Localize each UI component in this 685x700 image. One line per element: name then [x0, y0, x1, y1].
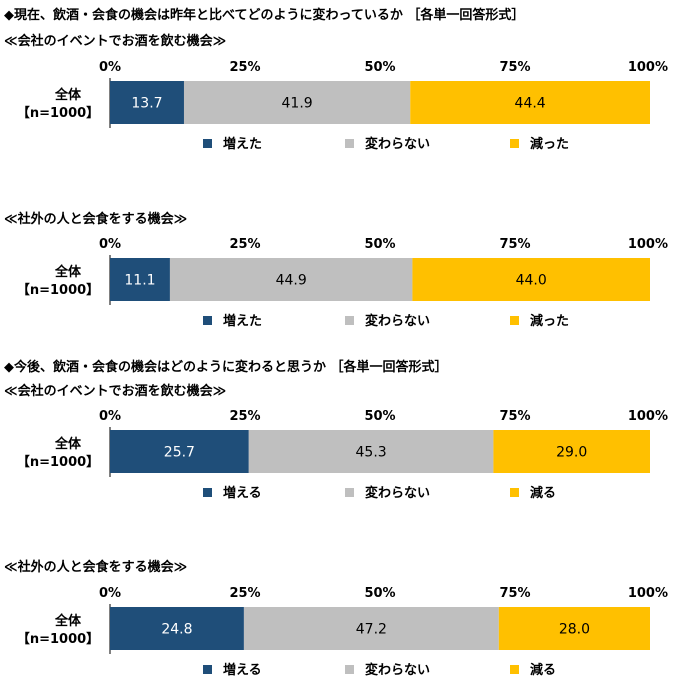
legend-label-4-3: 減る	[530, 662, 556, 678]
legend-label-1-3: 減った	[530, 136, 569, 152]
data-label-1-1: 13.7	[131, 96, 162, 112]
tick-label-3-3: 75%	[499, 409, 530, 424]
tick-label-4-4: 100%	[628, 586, 668, 601]
bar-segment-2-1	[110, 258, 170, 301]
legend-swatch-4-1	[203, 665, 212, 674]
bar-segment-3-2	[248, 430, 494, 473]
bar-segment-1-2	[183, 81, 411, 124]
tick-label-2-4: 100%	[628, 237, 668, 252]
row-label-1-a: 全体	[54, 87, 82, 103]
legend-swatch-1-1	[203, 139, 212, 148]
chart-title-4: ≪社外の人と会食をする機会≫	[4, 560, 188, 575]
data-label-4-1: 24.8	[161, 622, 192, 638]
bar-segment-1-3	[410, 81, 650, 124]
tick-label-4-0: 0%	[99, 586, 121, 601]
legend-label-3-3: 減る	[530, 485, 556, 501]
data-label-1-3: 44.4	[515, 96, 546, 112]
data-label-2-3: 44.0	[516, 273, 547, 289]
legend-label-3-1: 増える	[223, 485, 262, 501]
legend-swatch-4-3	[510, 665, 519, 674]
bar-segment-4-3	[498, 607, 650, 650]
tick-label-1-1: 25%	[229, 60, 260, 75]
legend-label-2-1: 増えた	[223, 313, 262, 329]
data-label-3-3: 29.0	[556, 445, 587, 461]
legend-swatch-3-1	[203, 488, 212, 497]
legend-swatch-4-2	[345, 665, 354, 674]
data-label-2-1: 11.1	[124, 273, 155, 289]
tick-label-1-3: 75%	[499, 60, 530, 75]
legend-label-4-2: 変わらない	[365, 662, 430, 678]
legend-swatch-1-3	[510, 139, 519, 148]
data-label-3-2: 45.3	[356, 445, 387, 461]
tick-label-3-0: 0%	[99, 409, 121, 424]
bar-segment-3-1	[110, 430, 249, 473]
tick-label-2-1: 25%	[229, 237, 260, 252]
legend-label-2-2: 変わらない	[365, 313, 430, 329]
legend-swatch-3-3	[510, 488, 519, 497]
legend-label-1-2: 変わらない	[365, 136, 430, 152]
tick-label-3-1: 25%	[229, 409, 260, 424]
row-label-3-a: 全体	[54, 436, 82, 452]
tick-label-4-2: 50%	[364, 586, 395, 601]
tick-label-4-1: 25%	[229, 586, 260, 601]
legend-swatch-2-3	[510, 316, 519, 325]
legend-swatch-1-2	[345, 139, 354, 148]
chart-title-3: ≪会社のイベントでお酒を飲む機会≫	[4, 384, 227, 399]
legend-label-4-1: 増える	[223, 662, 262, 678]
legend-swatch-2-2	[345, 316, 354, 325]
legend-label-2-3: 減った	[530, 313, 569, 329]
row-label-2-b: 【n=1000】	[17, 282, 99, 298]
section-heading-current: ◆現在、飲酒・会食の機会は昨年と比べてどのように変わっているか ［各単一回答形式…	[4, 8, 525, 23]
row-label-4-a: 全体	[54, 613, 82, 629]
tick-label-2-0: 0%	[99, 237, 121, 252]
legend-swatch-3-2	[345, 488, 354, 497]
tick-label-2-2: 50%	[364, 237, 395, 252]
bar-segment-3-3	[493, 430, 650, 473]
legend-label-3-2: 変わらない	[365, 485, 430, 501]
tick-label-3-4: 100%	[628, 409, 668, 424]
row-label-4-b: 【n=1000】	[17, 631, 99, 647]
data-label-1-2: 41.9	[282, 96, 313, 112]
row-label-1-b: 【n=1000】	[17, 105, 99, 121]
chart-title-2: ≪社外の人と会食をする機会≫	[4, 212, 188, 227]
row-label-2-a: 全体	[54, 264, 82, 280]
bar-segment-2-3	[412, 258, 650, 301]
data-label-4-3: 28.0	[559, 622, 590, 638]
tick-label-4-3: 75%	[499, 586, 530, 601]
data-label-4-2: 47.2	[356, 622, 387, 638]
data-label-2-2: 44.9	[276, 273, 307, 289]
tick-label-1-2: 50%	[364, 60, 395, 75]
bar-segment-4-2	[243, 607, 499, 650]
legend-swatch-2-1	[203, 316, 212, 325]
bar-segment-1-1	[110, 81, 184, 124]
row-label-3-b: 【n=1000】	[17, 454, 99, 470]
tick-label-1-4: 100%	[628, 60, 668, 75]
bar-segment-4-1	[110, 607, 244, 650]
data-label-3-1: 25.7	[164, 445, 195, 461]
tick-label-1-0: 0%	[99, 60, 121, 75]
tick-label-3-2: 50%	[364, 409, 395, 424]
tick-label-2-3: 75%	[499, 237, 530, 252]
legend-label-1-1: 増えた	[223, 136, 262, 152]
bar-segment-2-2	[169, 258, 413, 301]
chart-title-1: ≪会社のイベントでお酒を飲む機会≫	[4, 34, 227, 49]
section-heading-future: ◆今後、飲酒・会食の機会はどのように変わると思うか ［各単一回答形式］	[4, 360, 448, 375]
